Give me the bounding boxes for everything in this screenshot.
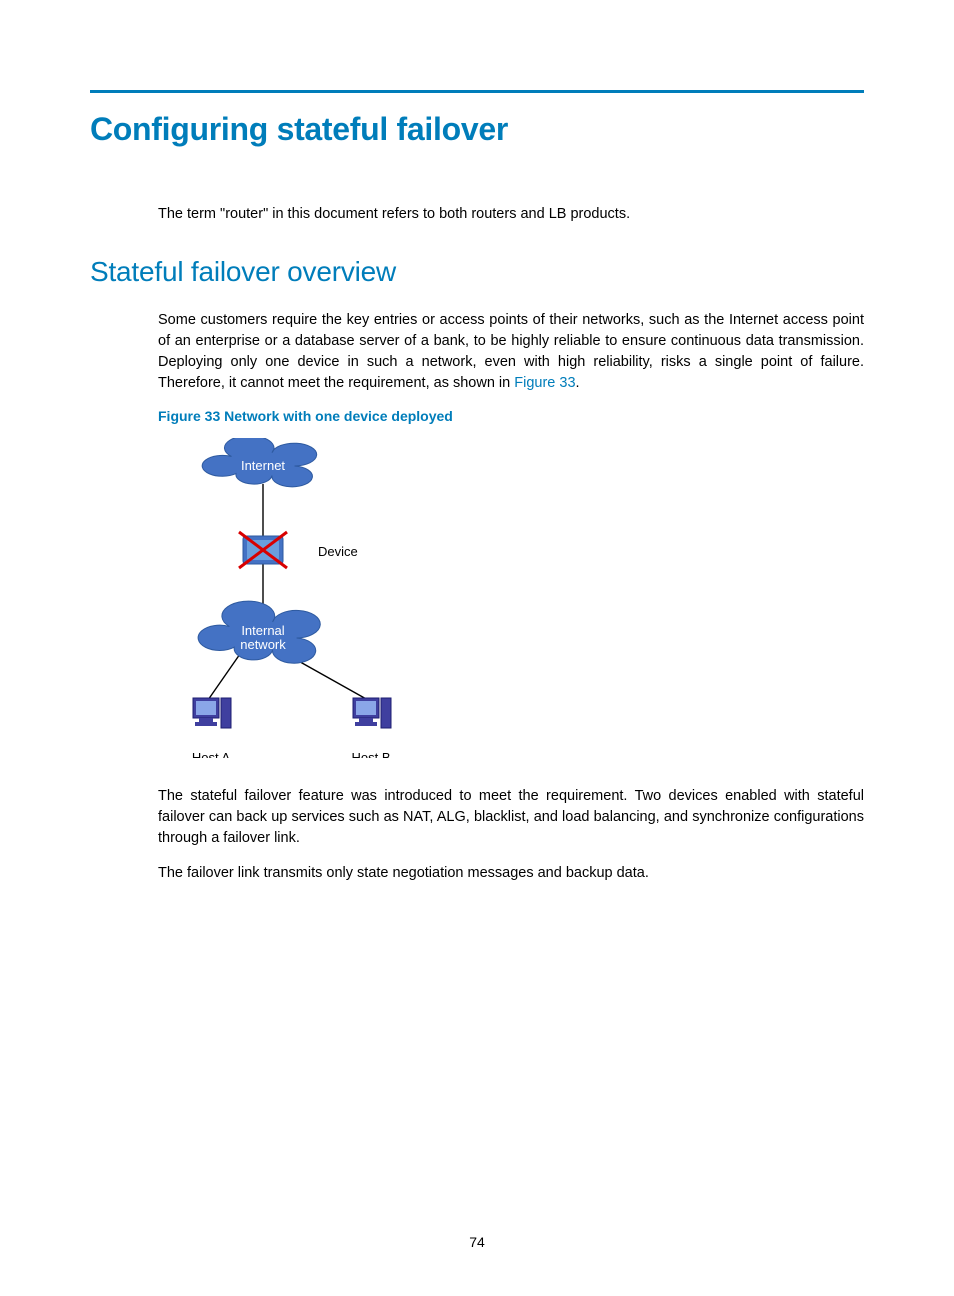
- svg-text:Device: Device: [318, 544, 358, 559]
- paragraph-3: The failover link transmits only state n…: [158, 863, 864, 884]
- svg-text:Host B: Host B: [351, 750, 390, 758]
- svg-text:Host A: Host A: [192, 750, 231, 758]
- svg-text:Internal: Internal: [241, 623, 284, 638]
- paragraph-1-text-post: .: [576, 375, 580, 391]
- figure-33-svg: Internet Device Internalnetwork Host A Host …: [158, 438, 418, 758]
- svg-text:network: network: [240, 637, 286, 652]
- section-heading-overview: Stateful failover overview: [90, 256, 864, 288]
- intro-paragraph: The term "router" in this document refer…: [158, 206, 864, 222]
- paragraph-1: Some customers require the key entries o…: [158, 310, 864, 394]
- figure-33: Internet Device Internalnetwork Host A Host …: [158, 438, 418, 758]
- page-title: Configuring stateful failover: [90, 111, 864, 148]
- paragraph-1-text-pre: Some customers require the key entries o…: [158, 312, 864, 391]
- page-number: 74: [0, 1234, 954, 1250]
- figure-33-link[interactable]: Figure 33: [514, 375, 575, 391]
- body-content: Some customers require the key entries o…: [158, 310, 864, 884]
- paragraph-2: The stateful failover feature was introd…: [158, 786, 864, 849]
- svg-text:Internet: Internet: [241, 458, 285, 473]
- figure-33-caption: Figure 33 Network with one device deploy…: [158, 408, 864, 424]
- top-rule: [90, 90, 864, 93]
